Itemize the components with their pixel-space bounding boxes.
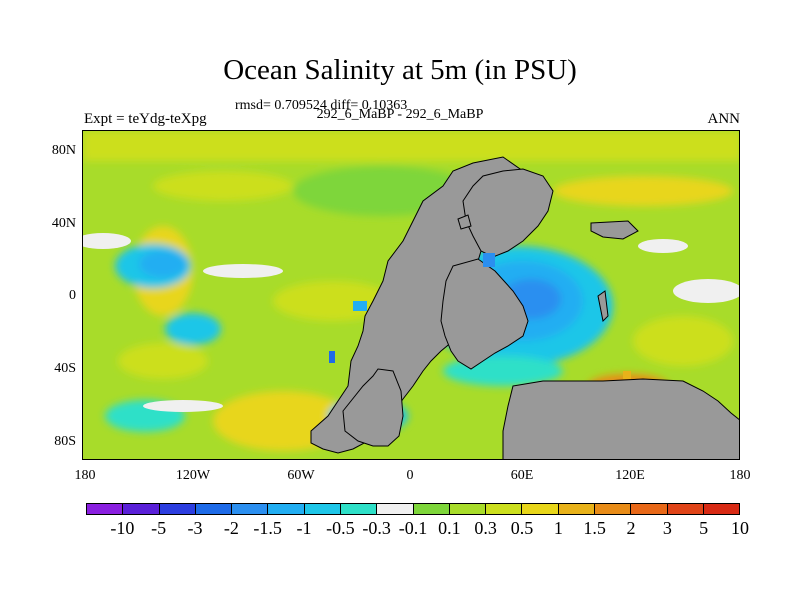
colorbar-label: 5 xyxy=(699,518,709,538)
colorbar-label: -0.3 xyxy=(362,518,391,538)
plot-subtitle: 292_6_MaBP - 292_6_MaBP xyxy=(316,107,484,122)
colorbar-swatch xyxy=(558,504,595,514)
colorbar-label: -10 xyxy=(110,518,135,538)
colorbar-label: -0.1 xyxy=(398,518,428,538)
colorbar-label: 1.5 xyxy=(583,518,606,538)
colorbar-label: -1.5 xyxy=(253,518,282,538)
colorbar-swatch xyxy=(268,504,305,514)
colorbar-label: 2 xyxy=(626,518,636,538)
colorbar-swatch xyxy=(304,504,341,514)
x-tick: 0 xyxy=(406,468,414,483)
y-tick: 40S xyxy=(54,361,76,376)
y-tick: 40N xyxy=(51,216,76,231)
x-tick: 120W xyxy=(175,468,211,483)
colorbar-swatch xyxy=(486,504,523,514)
colorbar-swatch xyxy=(340,504,378,514)
colorbar-label: 10 xyxy=(731,518,749,538)
x-tick: 180 xyxy=(74,468,96,483)
continent-south-east xyxy=(502,378,739,459)
colorbar-label: 3 xyxy=(662,518,672,538)
continent-central xyxy=(440,258,529,370)
colorbar-swatch xyxy=(449,504,487,514)
map-canvas xyxy=(83,131,739,459)
island-small-ne xyxy=(457,214,472,230)
x-tick: 180 xyxy=(729,468,751,483)
salinity-map xyxy=(82,130,740,460)
colorbar-swatch xyxy=(87,504,124,514)
y-tick: 80S xyxy=(54,434,76,449)
island-east-strip xyxy=(597,290,609,323)
colorbar-label: 0.3 xyxy=(474,518,497,538)
colorbar xyxy=(86,503,740,515)
experiment-label: Expt = teYdg-teXpg xyxy=(84,111,207,127)
x-tick: 120E xyxy=(615,468,645,483)
landmasses xyxy=(310,156,739,459)
colorbar-swatch xyxy=(667,504,704,514)
colorbar-swatch xyxy=(594,504,632,514)
colorbar-label: 0.1 xyxy=(438,518,461,538)
colorbar-swatch xyxy=(522,504,559,514)
continent-east xyxy=(462,168,554,258)
plot-title: Ocean Salinity at 5m (in PSU) xyxy=(223,54,577,86)
colorbar-label: -3 xyxy=(187,518,203,538)
y-tick: 0 xyxy=(69,288,76,303)
coastal-anomalies xyxy=(329,253,631,379)
x-tick: 60W xyxy=(287,468,315,483)
season-label: ANN xyxy=(707,111,741,127)
colorbar-swatch xyxy=(377,504,414,514)
colorbar-label: -2 xyxy=(223,518,239,538)
colorbar-label: -1 xyxy=(296,518,312,538)
colorbar-swatch xyxy=(631,504,668,514)
island-ne xyxy=(590,220,639,240)
colorbar-label: -5 xyxy=(151,518,167,538)
colorbar-label: 1 xyxy=(553,518,563,538)
x-tick: 60E xyxy=(510,468,534,483)
y-tick: 80N xyxy=(51,143,76,158)
colorbar-swatch xyxy=(703,504,740,514)
colorbar-swatch xyxy=(123,504,160,514)
near-zero-patches xyxy=(83,233,739,412)
colorbar-label: -0.5 xyxy=(326,518,355,538)
colorbar-swatch xyxy=(159,504,196,514)
colorbar-swatch xyxy=(195,504,233,514)
colorbar-swatch xyxy=(413,504,450,514)
colorbar-swatch xyxy=(232,504,269,514)
colorbar-label: 0.5 xyxy=(510,518,534,538)
stats-line: rmsd= 0.709524 diff= 0.10363 xyxy=(235,98,408,113)
peninsula-south xyxy=(342,368,404,447)
